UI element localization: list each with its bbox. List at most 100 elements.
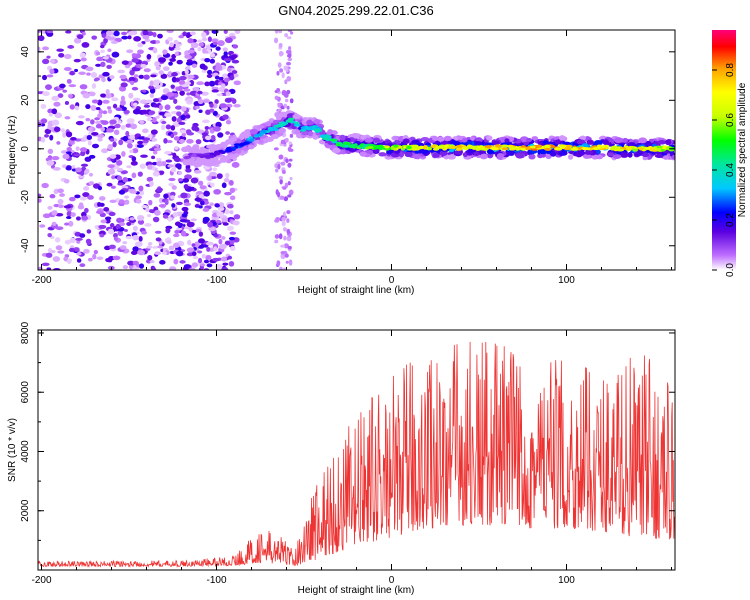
spectrogram-noise-mark (49, 194, 56, 199)
spectrogram-noise-mark (173, 39, 179, 45)
spectrogram-noise-mark (209, 52, 216, 58)
spectrogram-noise-mark (63, 53, 72, 60)
spectrogram-noise-mark (134, 241, 143, 247)
spectrogram-noise-mark (68, 94, 74, 98)
spectrogram-ridge-core-mark (343, 141, 352, 145)
spectrogram-noise-mark (135, 198, 142, 204)
spectrogram-noise-mark (137, 219, 145, 225)
spectrogram-ridge-core-mark (406, 146, 412, 150)
spectrogram-noise-mark (46, 267, 52, 270)
spectrogram-noise-mark (171, 185, 177, 190)
spectrogram-ridge-core-mark (225, 148, 231, 152)
spectrogram-noise-mark (90, 72, 98, 78)
spectrogram-noise-mark (51, 155, 60, 161)
spectrogram-noise-mark (119, 221, 126, 227)
spectrogram-ridge-mark (200, 148, 210, 154)
spectrogram-noise-mark (120, 95, 125, 101)
spectrogram-noise-mark (202, 119, 210, 123)
spectrogram-noise-mark (167, 36, 173, 42)
spectrogram-noise-mark (131, 86, 139, 91)
spectrogram-noise-mark (162, 66, 170, 72)
spectrogram-noise-mark (198, 180, 204, 186)
snr-x-tick-label: -100 (206, 575, 226, 586)
colorbar-ticks: 0.0 0.2 0.4 0.6 0.8 (712, 63, 736, 277)
spectrogram-noise-mark (216, 173, 223, 179)
spectrogram-noise-mark (125, 235, 133, 240)
spectrogram-noise-mark (57, 188, 65, 193)
spectrogram-ridge-core-mark (545, 144, 551, 148)
spectrogram-noise-mark (138, 235, 143, 242)
spectrogram-y-axis-label: Frequency (Hz) (7, 116, 18, 185)
spectrogram-noise-mark (212, 41, 218, 46)
spectrogram-noise-mark (191, 262, 199, 268)
spectrogram-noise-mark (158, 170, 165, 175)
spectrogram-noise-mark (55, 245, 63, 251)
spectrogram-noise-mark (180, 106, 187, 112)
spectrogram-noise-mark (87, 127, 94, 132)
spectrogram-noise-mark (40, 103, 47, 109)
spectrogram-noise-mark (198, 42, 204, 47)
spectrogram-noise-mark (170, 133, 175, 139)
snr-y-axis-label: SNR (10 * v/v) (7, 418, 18, 482)
spectrogram-noise-mark (130, 160, 138, 166)
spectrogram-noise-mark (164, 112, 172, 118)
spectrogram-band-mark (281, 220, 286, 227)
spectrogram-noise-mark (164, 150, 172, 155)
spectrogram-noise-mark (222, 262, 229, 266)
spectrogram-ridge-core-mark (313, 128, 320, 132)
spectrogram-noise-mark (192, 87, 200, 92)
spectrogram-y-tick-label: 40 (20, 46, 31, 58)
spectrogram-noise-mark (63, 205, 72, 209)
spectrogram-noise-mark (112, 255, 121, 261)
spectrogram-noise-mark (183, 264, 191, 269)
spectrogram-noise-mark (229, 180, 234, 186)
spectrogram-band-mark (278, 42, 283, 48)
spectrogram-noise-mark (138, 74, 145, 79)
spectrogram-noise-mark (167, 71, 173, 77)
spectrogram-noise-mark (181, 206, 189, 212)
spectrogram-ridge-mark (525, 137, 532, 143)
spectrogram-noise-mark (225, 131, 230, 135)
spectrogram-noise-mark (126, 118, 135, 124)
spectrogram-ridge-core-mark (293, 123, 301, 127)
spectrogram-marks (38, 30, 675, 270)
spectrogram-noise-mark (114, 123, 121, 129)
spectrogram-noise-mark (198, 238, 205, 244)
spectrogram-ridge-mark (558, 135, 566, 141)
spectrogram-noise-mark (151, 266, 157, 270)
spectrogram-noise-mark (207, 175, 212, 181)
spectrogram-noise-mark (51, 210, 58, 216)
spectrogram-noise-mark (144, 38, 151, 43)
spectrogram-noise-mark (41, 74, 48, 81)
spectrogram-ridge-core-mark (231, 146, 237, 150)
spectrogram-noise-mark (79, 84, 88, 90)
spectrogram-noise-mark (95, 51, 101, 56)
spectrogram-noise-mark (121, 185, 129, 189)
spectrogram-noise-mark (131, 172, 137, 179)
spectrogram-noise-mark (100, 219, 107, 224)
spectrogram-noise-mark (146, 53, 152, 60)
spectrogram-noise-mark (46, 160, 55, 166)
spectrogram-noise-mark (162, 49, 168, 55)
spectrogram-noise-mark (85, 104, 91, 110)
spectrogram-noise-mark (229, 210, 234, 215)
spectrogram-band-mark (283, 235, 287, 241)
spectrogram-ridge-core-mark (184, 155, 192, 159)
spectrogram-noise-mark (109, 199, 117, 203)
spectrogram-band-mark (288, 141, 292, 145)
spectrogram-band-mark (279, 68, 283, 73)
spectrogram-noise-mark (98, 109, 103, 115)
spectrogram-ridge-core-mark (220, 150, 226, 154)
spectrogram-ridge-mark (333, 147, 340, 153)
spectrogram-noise-mark (202, 99, 211, 103)
spectrogram-noise-mark (178, 80, 186, 85)
spectrogram-noise-mark (65, 165, 73, 171)
spectrogram-ridge-core-mark (304, 126, 311, 130)
spectrogram-noise-mark (128, 92, 134, 99)
spectrogram-band-mark (278, 233, 283, 240)
spectrogram-noise-mark (145, 207, 150, 213)
spectrogram-noise-mark (185, 32, 191, 39)
spectrogram-ridge-mark (378, 152, 387, 157)
spectrogram-ridge-mark (270, 134, 280, 140)
spectrogram-noise-mark (52, 256, 61, 262)
